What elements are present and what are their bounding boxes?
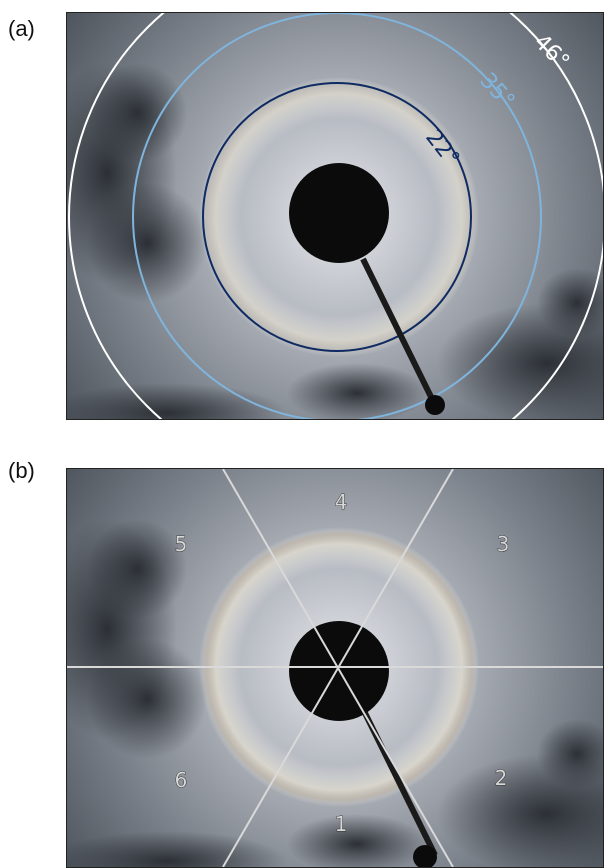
- occulter-disk: [289, 163, 389, 263]
- sector-label-1: 1: [335, 812, 348, 836]
- rod-mount: [413, 845, 437, 867]
- sector-label-2: 2: [495, 766, 508, 790]
- sector-dividers: [67, 469, 603, 867]
- ring-22: [202, 82, 472, 352]
- sector-label-5: 5: [175, 532, 188, 556]
- sector-label-4: 4: [335, 490, 348, 514]
- sector-label-6: 6: [175, 768, 188, 792]
- rod-mount: [425, 395, 445, 415]
- ring-35: [132, 13, 542, 419]
- panel-b-label: (b): [8, 458, 35, 483]
- panel-b-svg: 1 2 3 4 5 6: [67, 469, 603, 867]
- panel-a-label: (a): [8, 16, 35, 41]
- panel-a-photo: 22° 35° 46°: [66, 12, 604, 420]
- ring-46: [68, 13, 603, 419]
- occulter-rod: [360, 257, 438, 407]
- clouds: [67, 519, 603, 867]
- panel-b-photo: 1 2 3 4 5 6: [66, 468, 604, 868]
- sector-label-3: 3: [497, 532, 510, 556]
- divider-diagonal-2: [222, 469, 454, 867]
- panel-a-svg: 22° 35° 46°: [67, 13, 603, 419]
